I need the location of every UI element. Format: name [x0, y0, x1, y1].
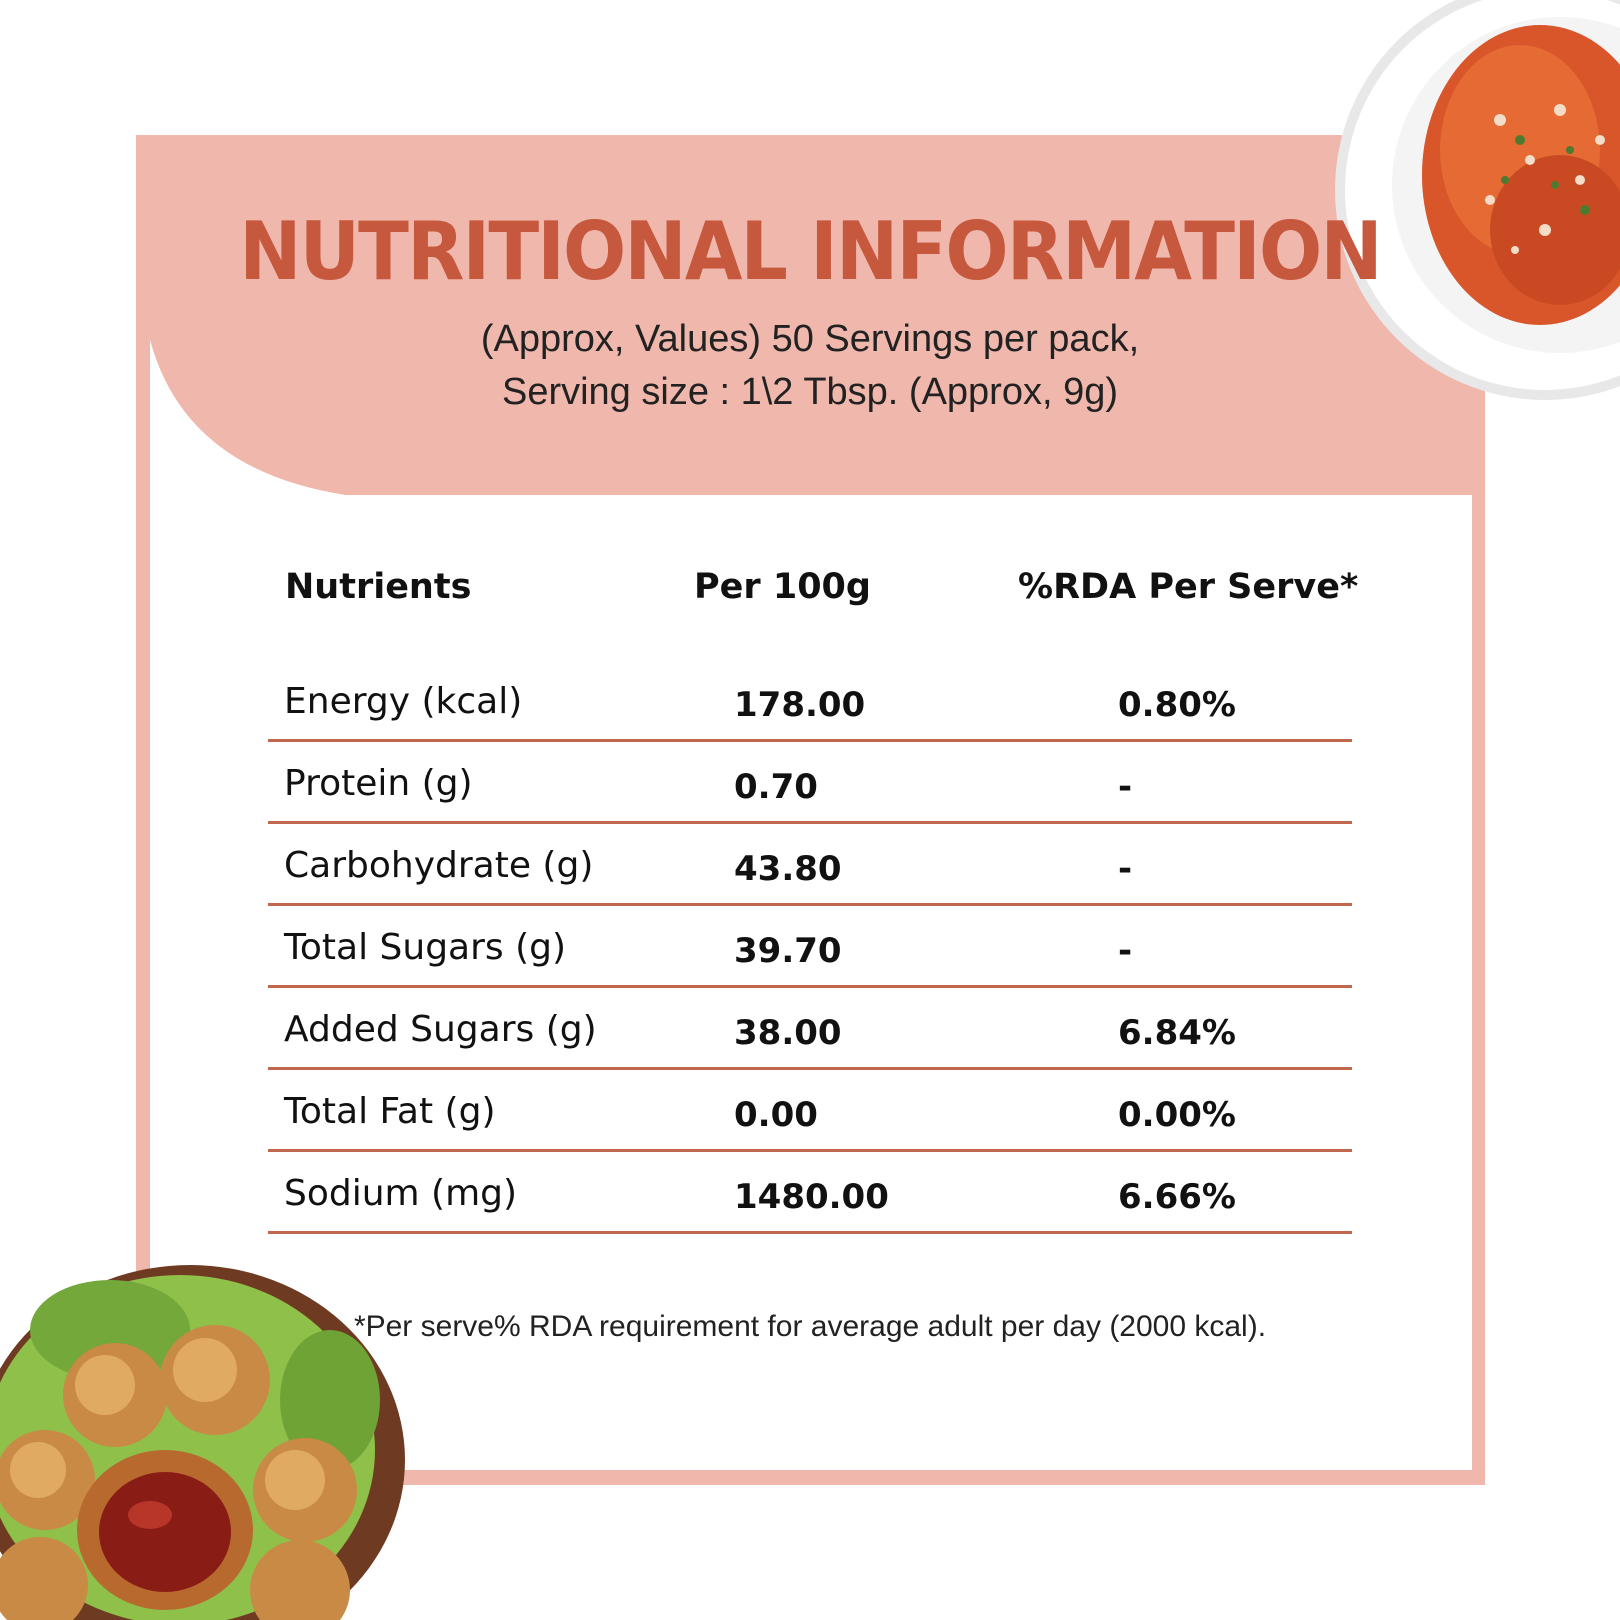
- per-100g-value: 178.00: [734, 685, 866, 725]
- table-row: Sodium (mg) 1480.00 6.66%: [268, 1152, 1352, 1234]
- table-row: Energy (kcal) 178.00 0.80%: [268, 660, 1352, 742]
- servings-info: (Approx, Values) 50 Servings per pack,: [480, 318, 1140, 360]
- nutrient-name: Energy (kcal): [284, 681, 523, 722]
- table-row: Carbohydrate (g) 43.80 -: [268, 824, 1352, 906]
- header-rda: %RDA Per Serve*: [1018, 567, 1359, 607]
- rda-value: 0.80%: [1118, 685, 1236, 725]
- nutrient-name: Total Sugars (g): [284, 927, 567, 968]
- rda-value: -: [1118, 931, 1133, 971]
- rda-value: 6.66%: [1118, 1177, 1236, 1217]
- table-row: Added Sugars (g) 38.00 6.84%: [268, 988, 1352, 1070]
- per-100g-value: 0.70: [734, 767, 818, 807]
- nutrient-name: Added Sugars (g): [284, 1009, 597, 1050]
- fried-snack-bowl-image: [0, 1265, 405, 1620]
- rda-value: -: [1118, 849, 1133, 889]
- table-row: Total Fat (g) 0.00 0.00%: [268, 1070, 1352, 1152]
- pasta-plate-image: [1335, 0, 1620, 400]
- nutrient-name: Protein (g): [284, 763, 473, 804]
- rda-value: 0.00%: [1118, 1095, 1236, 1135]
- nutrient-name: Total Fat (g): [284, 1091, 496, 1132]
- serving-size-info: Serving size : 1\2 Tbsp. (Approx, 9g): [501, 371, 1119, 413]
- header-nutrients: Nutrients: [285, 567, 472, 607]
- header-per-100g: Per 100g: [694, 567, 871, 607]
- nutrient-name: Sodium (mg): [284, 1173, 518, 1214]
- page-title: NUTRITIONAL INFORMATION: [239, 205, 1382, 298]
- table-row: Protein (g) 0.70 -: [268, 742, 1352, 824]
- per-100g-value: 0.00: [734, 1095, 818, 1135]
- per-100g-value: 1480.00: [734, 1177, 889, 1217]
- rda-value: 6.84%: [1118, 1013, 1236, 1053]
- table-row: Total Sugars (g) 39.70 -: [268, 906, 1352, 988]
- nutrient-name: Carbohydrate (g): [284, 845, 594, 886]
- per-100g-value: 43.80: [734, 849, 842, 889]
- per-100g-value: 39.70: [734, 931, 842, 971]
- per-100g-value: 38.00: [734, 1013, 842, 1053]
- nutrition-table: Energy (kcal) 178.00 0.80% Protein (g) 0…: [268, 660, 1352, 1234]
- rda-footnote: *Per serve% RDA requirement for average …: [353, 1310, 1267, 1343]
- rda-value: -: [1118, 767, 1133, 807]
